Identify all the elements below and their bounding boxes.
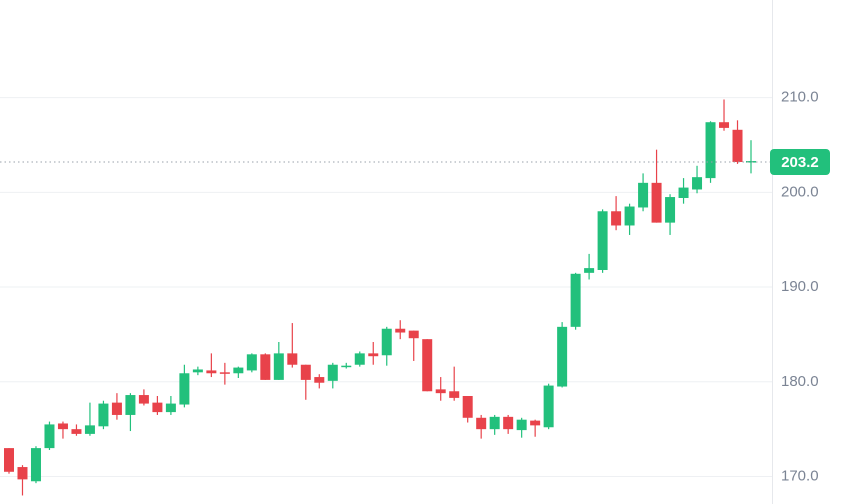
candle-body xyxy=(624,206,635,226)
candle-body xyxy=(408,330,419,339)
candle-body xyxy=(422,339,433,392)
last-price-badge xyxy=(770,149,830,175)
candle-body xyxy=(179,373,190,405)
candle-body xyxy=(341,365,352,368)
candle-body xyxy=(165,403,176,413)
candle-body xyxy=(395,328,406,333)
candle-body xyxy=(705,122,716,179)
candle-body xyxy=(287,353,298,365)
y-tick-label: 200.0 xyxy=(781,183,819,200)
candle-body xyxy=(233,367,244,374)
candle-body xyxy=(111,402,122,415)
candle-body xyxy=(327,364,338,381)
candle-body xyxy=(530,420,541,426)
candle-body xyxy=(219,372,230,374)
candle-body xyxy=(300,364,311,380)
candle-body xyxy=(665,197,676,223)
candle-body xyxy=(30,448,41,482)
candle-body xyxy=(462,396,473,418)
candle-body xyxy=(246,354,257,371)
candle-body xyxy=(570,273,581,327)
candle-body xyxy=(476,417,487,430)
candle-body xyxy=(368,353,379,357)
candle-body xyxy=(611,211,622,226)
candle-body xyxy=(57,423,68,430)
candle-body xyxy=(152,402,163,413)
candle-body xyxy=(17,467,28,480)
candle-body xyxy=(192,369,203,373)
candle-body xyxy=(435,389,446,394)
candle-body xyxy=(206,370,217,374)
y-tick-label: 190.0 xyxy=(781,278,819,295)
y-tick-label: 210.0 xyxy=(781,89,819,106)
candle-body xyxy=(732,129,743,162)
candle-body xyxy=(746,161,756,163)
candle-body xyxy=(98,403,109,427)
candle-body xyxy=(138,395,149,404)
candle-body xyxy=(584,268,595,273)
candle-body xyxy=(692,177,703,190)
candle-body xyxy=(638,182,649,208)
candle-body xyxy=(44,424,55,449)
candle-body xyxy=(597,211,608,270)
candle-body xyxy=(503,416,514,430)
candle-body xyxy=(84,425,95,434)
candle-body xyxy=(543,385,554,428)
candle-body xyxy=(354,353,365,365)
candle-body xyxy=(516,419,527,431)
y-tick-label: 180.0 xyxy=(781,373,819,390)
candle-body xyxy=(273,353,284,380)
candle-body xyxy=(557,326,568,387)
last-price-label: 203.2 xyxy=(781,154,819,171)
y-tick-label: 170.0 xyxy=(781,467,819,484)
candle-body xyxy=(4,448,14,472)
candle-body xyxy=(678,187,689,198)
candle-body xyxy=(260,354,271,380)
candle-body xyxy=(125,395,136,415)
candle-body xyxy=(449,391,460,398)
candle-body xyxy=(381,328,392,356)
candle-body xyxy=(489,416,500,430)
candle-body xyxy=(314,377,325,383)
candle-body xyxy=(719,122,730,128)
candle-body xyxy=(651,182,662,223)
candle-body xyxy=(71,429,82,434)
